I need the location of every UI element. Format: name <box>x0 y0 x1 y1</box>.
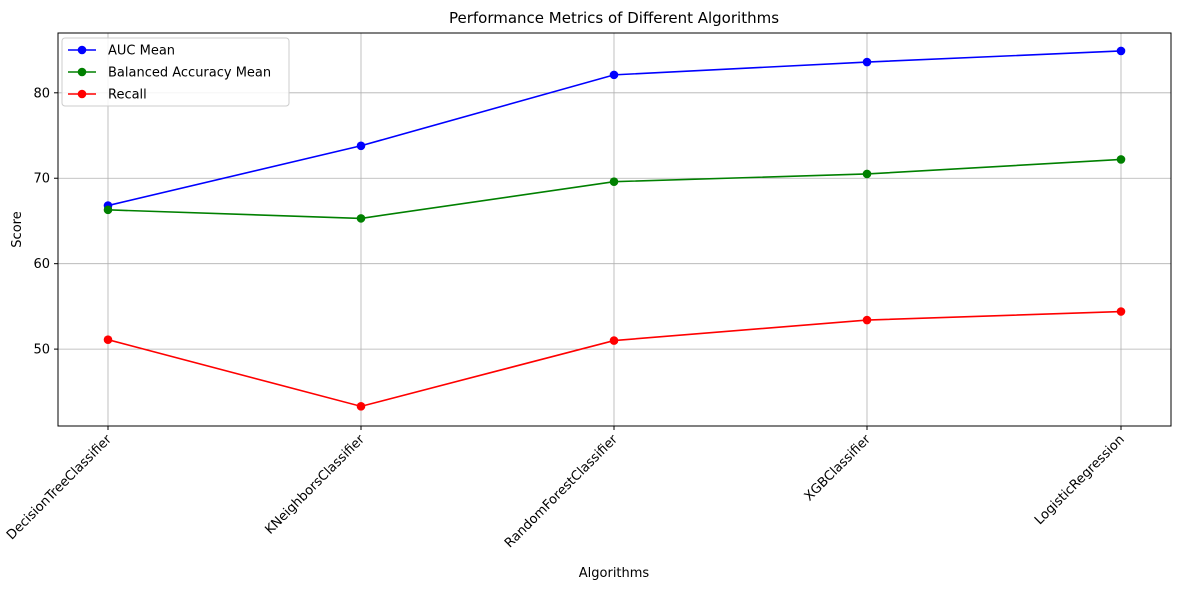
legend-label: Recall <box>108 88 147 103</box>
legend-marker <box>77 89 87 99</box>
chart-title: Performance Metrics of Different Algorit… <box>449 9 779 27</box>
y-tick-label: 70 <box>33 172 50 187</box>
x-tick-label: RandomForestClassifier <box>502 432 621 551</box>
legend-box <box>61 37 290 107</box>
y-axis-label: Score <box>10 211 25 247</box>
y-tick-label: 60 <box>33 257 50 272</box>
data-point <box>609 70 619 80</box>
data-point <box>1116 155 1126 164</box>
legend-marker <box>77 45 87 55</box>
data-point <box>356 214 366 223</box>
legend: AUC Mean Balanced Accuracy Mean Recall <box>61 37 290 107</box>
y-tick-label: 50 <box>33 343 50 358</box>
grid <box>58 33 1171 426</box>
data-point <box>862 315 872 325</box>
data-point <box>356 141 366 151</box>
legend-marker <box>77 67 87 77</box>
series-line <box>107 158 1122 220</box>
data-point <box>609 177 619 186</box>
legend-label: AUC Mean <box>108 44 175 59</box>
x-tick-label: DecisionTreeClassifier <box>4 432 115 543</box>
data-point <box>862 57 872 67</box>
data-point <box>609 336 619 345</box>
data-point <box>103 335 113 345</box>
y-tick-label: 80 <box>33 86 50 101</box>
x-tick-label: XGBClassifier <box>802 432 875 505</box>
x-tick-label: LogisticRegression <box>1032 432 1128 528</box>
series <box>103 46 1126 411</box>
ticks: DecisionTreeClassifier KNeighborsClassifi… <box>4 86 1128 551</box>
data-point <box>356 402 366 411</box>
x-tick-label: KNeighborsClassifier <box>262 432 368 538</box>
x-axis-label: Algorithms <box>579 566 650 581</box>
series-line <box>107 310 1122 408</box>
data-point <box>1116 307 1126 316</box>
legend-label: Balanced Accuracy Mean <box>108 66 271 81</box>
data-point <box>862 169 872 179</box>
data-point <box>103 205 113 215</box>
data-point <box>1116 46 1126 56</box>
